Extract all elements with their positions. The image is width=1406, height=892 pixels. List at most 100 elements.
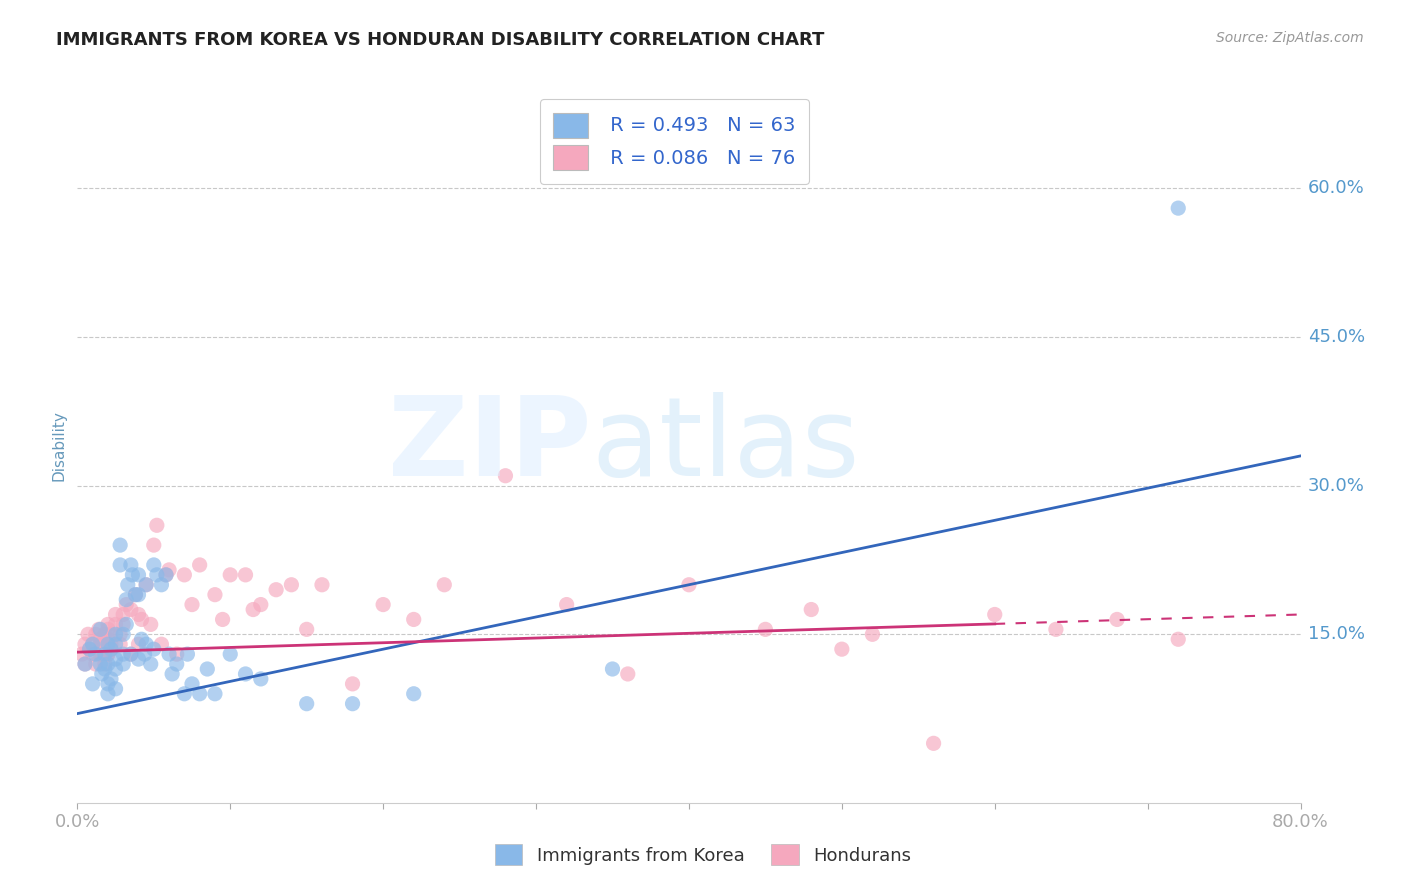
Point <box>984 607 1007 622</box>
Point <box>142 642 165 657</box>
Point <box>135 578 157 592</box>
Point <box>188 687 211 701</box>
Point <box>82 677 104 691</box>
Point <box>73 657 96 671</box>
Point <box>100 637 122 651</box>
Point <box>97 657 120 671</box>
Point <box>97 647 120 661</box>
Point <box>204 588 226 602</box>
Point <box>155 567 177 582</box>
Point <box>112 647 135 661</box>
Point <box>73 657 96 671</box>
Point <box>157 647 180 661</box>
Point <box>754 623 776 637</box>
Point <box>77 627 100 641</box>
Point <box>108 538 131 552</box>
Point <box>108 627 131 641</box>
Point <box>146 567 169 582</box>
Point <box>204 687 226 701</box>
Point <box>150 637 173 651</box>
Point <box>342 677 364 691</box>
Point <box>139 657 162 671</box>
Point <box>1167 632 1189 647</box>
Point <box>195 662 218 676</box>
Text: Source: ZipAtlas.com: Source: ZipAtlas.com <box>1216 31 1364 45</box>
Point <box>131 632 153 647</box>
Point <box>166 657 188 671</box>
Point <box>555 598 578 612</box>
Point <box>115 617 138 632</box>
Point <box>104 637 127 651</box>
Point <box>295 697 318 711</box>
Point <box>127 588 149 602</box>
Point <box>115 592 138 607</box>
Text: 45.0%: 45.0% <box>1308 328 1365 346</box>
Point <box>155 567 177 582</box>
Point <box>100 642 122 657</box>
Point <box>678 578 700 592</box>
Point <box>104 627 127 641</box>
Point <box>181 677 204 691</box>
Point <box>127 652 149 666</box>
Point <box>617 667 640 681</box>
Point <box>166 647 188 661</box>
Point <box>117 578 139 592</box>
Point <box>235 667 257 681</box>
Legend:  R = 0.493   N = 63,  R = 0.086   N = 76: R = 0.493 N = 63, R = 0.086 N = 76 <box>540 99 808 184</box>
Point <box>311 578 333 592</box>
Point <box>120 602 142 616</box>
Point <box>160 667 183 681</box>
Point <box>70 647 93 661</box>
Point <box>84 647 107 661</box>
Point <box>89 623 111 637</box>
Point <box>127 567 149 582</box>
Point <box>124 588 146 602</box>
Point <box>127 637 149 651</box>
Point <box>1107 612 1129 626</box>
Point <box>127 607 149 622</box>
Point <box>219 647 242 661</box>
Point <box>112 607 135 622</box>
Point <box>94 662 117 676</box>
Point <box>87 623 110 637</box>
Point <box>120 647 142 661</box>
Point <box>94 627 117 641</box>
Text: 15.0%: 15.0% <box>1308 625 1365 643</box>
Point <box>800 602 823 616</box>
Point <box>94 647 117 661</box>
Point <box>112 627 135 641</box>
Point <box>922 736 945 750</box>
Point <box>250 598 273 612</box>
Point <box>97 632 120 647</box>
Point <box>84 627 107 641</box>
Point <box>1167 201 1189 215</box>
Point <box>173 567 195 582</box>
Point <box>90 667 112 681</box>
Point <box>135 578 157 592</box>
Point <box>97 687 120 701</box>
Point <box>97 677 120 691</box>
Point <box>108 637 131 651</box>
Point <box>135 637 157 651</box>
Point <box>94 657 117 671</box>
Point <box>97 617 120 632</box>
Point <box>73 637 96 651</box>
Point <box>150 578 173 592</box>
Point <box>100 627 122 641</box>
Point <box>97 623 120 637</box>
Text: IMMIGRANTS FROM KOREA VS HONDURAN DISABILITY CORRELATION CHART: IMMIGRANTS FROM KOREA VS HONDURAN DISABI… <box>56 31 824 49</box>
Point <box>89 657 111 671</box>
Text: 30.0%: 30.0% <box>1308 476 1364 495</box>
Point <box>131 612 153 626</box>
Point <box>176 647 198 661</box>
Point <box>82 637 104 651</box>
Point <box>90 647 112 661</box>
Point <box>280 578 302 592</box>
Point <box>146 518 169 533</box>
Point <box>142 558 165 572</box>
Point <box>371 598 394 612</box>
Text: ZIP: ZIP <box>388 392 591 500</box>
Point <box>108 558 131 572</box>
Point <box>495 468 517 483</box>
Point <box>342 697 364 711</box>
